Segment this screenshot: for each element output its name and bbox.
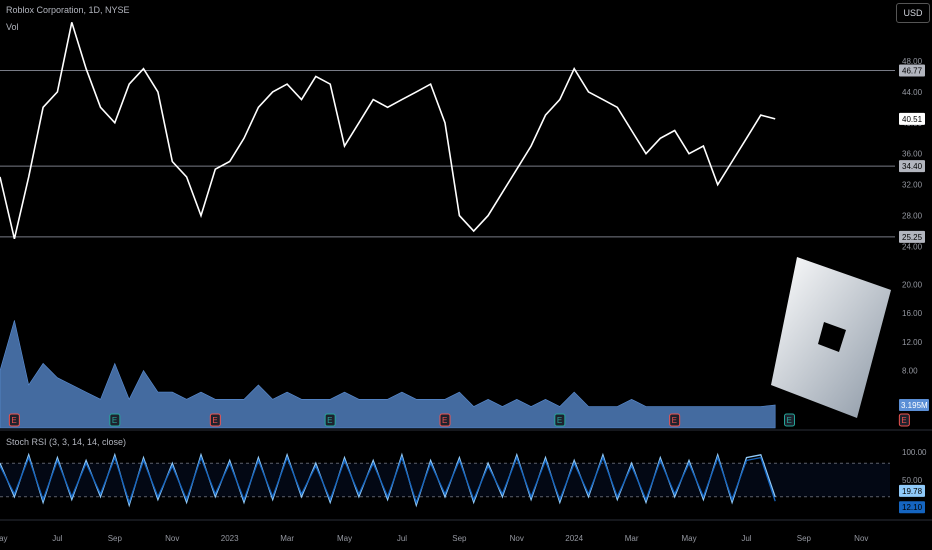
- earnings-marker-label: E: [327, 416, 332, 425]
- stoch-line: [0, 452, 776, 508]
- earnings-marker-label: E: [672, 416, 677, 425]
- stoch-tick-label: 50.00: [902, 476, 923, 485]
- earnings-marker: [669, 413, 681, 427]
- price-level-tag: [899, 230, 925, 243]
- last-price-label: 40.51: [902, 115, 923, 124]
- price-tick-label: 32.00: [902, 181, 923, 190]
- last-volume-label: 3.195M: [901, 401, 928, 410]
- x-tick-label: May: [337, 534, 352, 543]
- volume-tick-label: 16.00: [902, 309, 923, 318]
- x-tick-label: May: [0, 534, 8, 543]
- last-price-tag: [899, 112, 925, 125]
- earnings-marker: [8, 413, 20, 427]
- volume-tick-label: 12.00: [902, 338, 923, 347]
- volume-tick-label: 8.00: [902, 367, 918, 376]
- price-tick-label: 48.00: [902, 57, 923, 66]
- x-tick-label: Jul: [52, 534, 62, 543]
- chart-title: Roblox Corporation, 1D, NYSE: [6, 5, 130, 15]
- earnings-marker-label: E: [442, 416, 447, 425]
- volume-label: Vol: [6, 22, 19, 32]
- stoch-last-tag: [899, 501, 925, 514]
- x-tick-label: 2023: [221, 534, 239, 543]
- stoch-line: [0, 455, 776, 505]
- stoch-last-tag: [899, 484, 925, 497]
- earnings-marker: [784, 413, 796, 427]
- earnings-marker-label: E: [11, 416, 16, 425]
- last-volume-tag: [899, 399, 929, 412]
- price-level-label: 34.40: [902, 162, 923, 171]
- price-level-tag: [899, 64, 925, 77]
- x-tick-label: Jul: [397, 534, 407, 543]
- x-tick-label: Sep: [108, 534, 123, 543]
- earnings-marker: [554, 413, 566, 427]
- earnings-marker: [209, 413, 221, 427]
- price-tick-label: 44.00: [902, 88, 923, 97]
- price-tick-label: 36.00: [902, 150, 923, 159]
- price-level-label: 46.77: [902, 66, 923, 75]
- price-tick-label: 28.00: [902, 212, 923, 221]
- currency-button[interactable]: USD: [896, 3, 930, 23]
- x-tick-label: 2024: [565, 534, 583, 543]
- price-tick-label: 24.00: [902, 243, 923, 252]
- earnings-marker: [324, 413, 336, 427]
- price-line: [0, 22, 776, 239]
- x-tick-label: Nov: [854, 534, 868, 543]
- stoch-last-label: 12.10: [902, 503, 923, 512]
- x-tick-label: Nov: [510, 534, 524, 543]
- earnings-marker: [109, 413, 121, 427]
- stoch-tick-label: 100.00: [902, 448, 927, 457]
- volume-tick-label: 20.00: [902, 280, 923, 289]
- earnings-marker-label: E: [787, 416, 792, 425]
- x-tick-label: Mar: [280, 534, 294, 543]
- earnings-marker-label: E: [901, 416, 906, 425]
- earnings-marker-label: E: [212, 416, 217, 425]
- x-tick-label: Sep: [797, 534, 812, 543]
- x-tick-label: May: [681, 534, 696, 543]
- earnings-marker: [439, 413, 451, 427]
- volume-area: [0, 320, 776, 429]
- stoch-band: [0, 463, 890, 497]
- x-tick-label: Nov: [165, 534, 179, 543]
- x-tick-label: Jul: [741, 534, 751, 543]
- earnings-marker: [898, 413, 910, 427]
- stoch-last-label: 19.78: [902, 487, 923, 496]
- price-level-label: 25.25: [902, 233, 923, 242]
- stoch-rsi-label: Stoch RSI (3, 3, 14, 14, close): [6, 437, 127, 447]
- roblox-logo-icon: [771, 257, 891, 418]
- earnings-marker-label: E: [112, 416, 117, 425]
- x-tick-label: Mar: [625, 534, 639, 543]
- x-tick-label: Sep: [452, 534, 467, 543]
- price-level-tag: [899, 160, 925, 173]
- earnings-marker-label: E: [557, 416, 562, 425]
